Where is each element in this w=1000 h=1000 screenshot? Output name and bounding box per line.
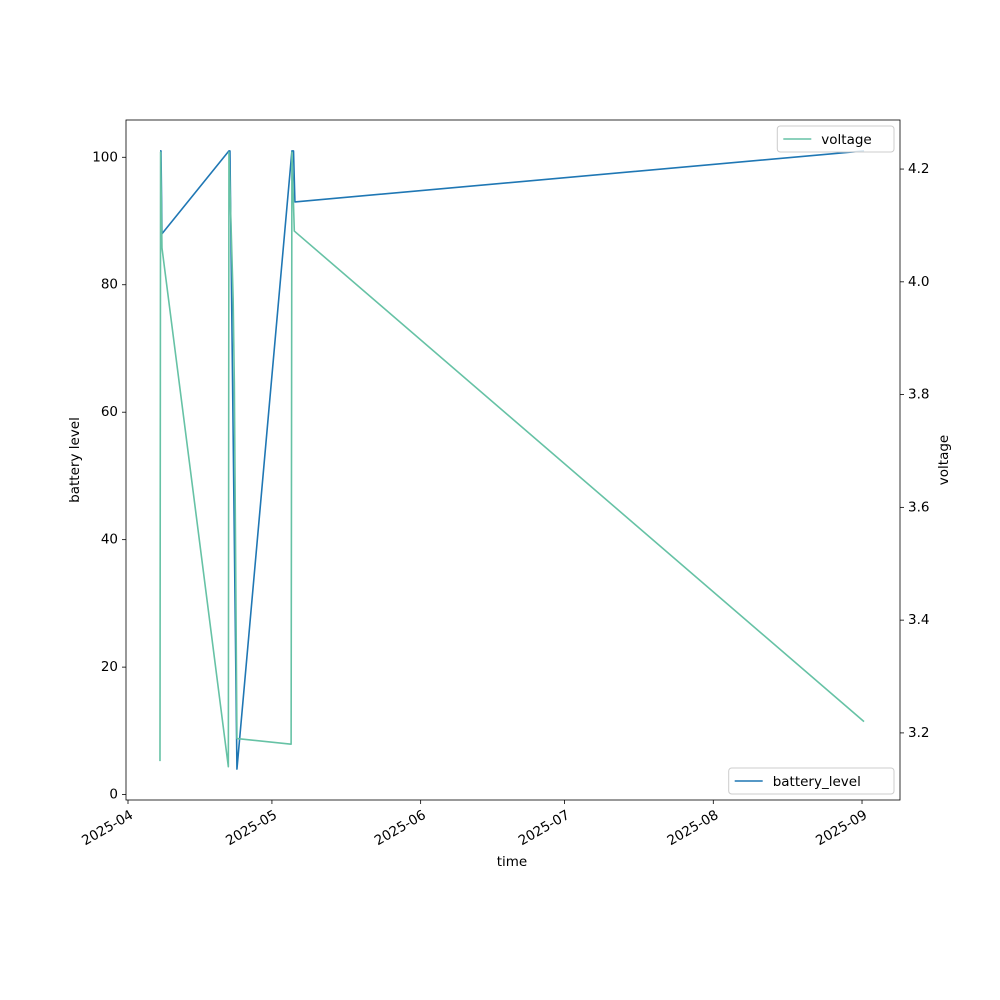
- y2-tick-label: 3.4: [908, 612, 929, 628]
- legend-label: battery_level: [773, 774, 861, 790]
- x-axis-label: time: [497, 854, 528, 870]
- y2-axis-label: voltage: [936, 435, 952, 485]
- y-tick-label: 60: [101, 404, 118, 420]
- y2-tick-label: 3.6: [908, 499, 929, 515]
- y-tick-label: 80: [101, 277, 118, 293]
- y2-tick-label: 4.2: [908, 161, 929, 177]
- y-tick-label: 20: [101, 659, 118, 675]
- legend-box: [728, 767, 895, 795]
- legend-label: voltage: [821, 132, 871, 148]
- y-tick-label: 100: [92, 149, 118, 165]
- series-line: [159, 151, 865, 768]
- y-tick-label: 0: [109, 787, 118, 803]
- y2-tick-label: 3.8: [908, 387, 929, 403]
- y2-tick-label: 3.2: [908, 725, 929, 741]
- plot-frame: [125, 119, 901, 801]
- y2-tick-label: 4.0: [908, 274, 929, 290]
- legend: voltage: [776, 125, 895, 153]
- y-axis-label: battery level: [67, 417, 83, 503]
- legend: battery_level: [728, 767, 895, 795]
- y-tick-label: 40: [101, 532, 118, 548]
- legend-box: [776, 125, 895, 153]
